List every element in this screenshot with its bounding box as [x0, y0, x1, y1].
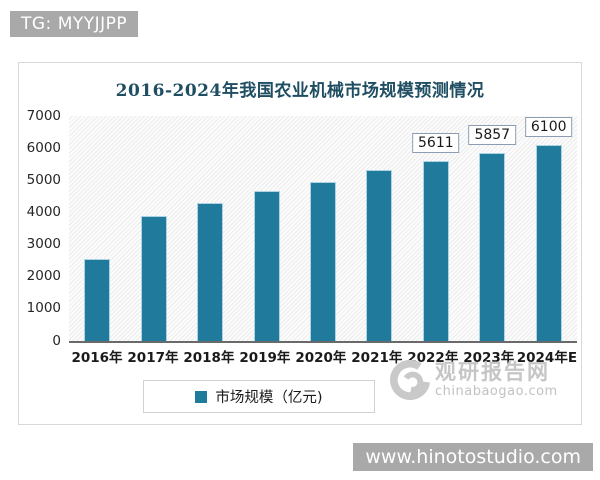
bar-slot-2024年E: 6100: [521, 116, 577, 341]
y-axis-tick: 2000: [26, 267, 61, 284]
x-axis-label: 2019年: [239, 350, 291, 366]
bar-slot-2018年: [182, 116, 238, 341]
legend-label: 市场规模（亿元): [215, 390, 323, 406]
x-axis-label: 2021年: [351, 350, 403, 366]
chart-panel: 2016-2024年我国农业机械市场规模预测情况 0 1000 2000 3000 40…: [18, 62, 582, 425]
y-axis: 0 1000 2000 3000 4000 5000 6000 7000: [19, 109, 69, 347]
bar-value-label: 5611: [412, 132, 460, 153]
y-axis-tick: 0: [52, 332, 61, 349]
website-badge: www.hinotostudio.com: [353, 443, 593, 471]
x-axis-label: 2024年E: [516, 350, 578, 366]
legend: 市场规模（亿元): [143, 380, 375, 413]
swirl-logo-icon: [388, 359, 430, 406]
bar-2024年E: [535, 144, 562, 341]
bar-2018年: [197, 203, 224, 341]
x-axis-label: 2018年: [183, 350, 235, 366]
x-axis-label: 2017年: [127, 350, 179, 366]
bar-slot-2016年: [69, 116, 125, 341]
plot-area: 5611 5857 6100: [69, 116, 577, 343]
watermark-name: 观研报告网: [435, 360, 550, 384]
bar-2017年: [140, 215, 167, 341]
legend-row: 市场规模（亿元): [143, 380, 581, 413]
y-axis-tick: 5000: [26, 171, 61, 188]
watermark-url: chinabaogao.com: [435, 384, 558, 400]
x-axis: 2016年 2017年 2018年 2019年 2020年 2021年 2022年 2023年…: [69, 346, 577, 366]
bar-2019年: [253, 190, 280, 341]
watermark: 观研报告网 chinabaogao.com: [388, 359, 558, 406]
bar-2016年: [84, 259, 111, 341]
bar-slot-2023年: 5857: [464, 116, 520, 341]
bar-slot-2019年: [238, 116, 294, 341]
y-axis-tick: 1000: [26, 300, 61, 317]
bar-2020年: [309, 181, 336, 341]
bar-value-label: 6100: [524, 116, 573, 137]
bar-slot-2017年: [125, 116, 181, 341]
x-axis-label: 2022年: [407, 350, 459, 366]
chart-title: 2016-2024年我国农业机械市场规模预测情况: [115, 81, 485, 101]
x-axis-label: 2020年: [295, 350, 347, 366]
bar-slot-2022年: 5611: [408, 116, 464, 341]
bar-2021年: [366, 170, 393, 341]
bar-slot-2021年: [351, 116, 407, 341]
x-axis-label: 2023年: [463, 350, 515, 366]
legend-marker-icon: [195, 390, 208, 403]
x-axis-label: 2016年: [71, 350, 123, 366]
bar-value-label: 5857: [468, 124, 517, 145]
chart-body: 0 1000 2000 3000 4000 5000 6000 7000 5611 5857 61…: [19, 109, 581, 347]
tg-tag-badge: TG: MYYJJPP: [10, 11, 139, 37]
y-axis-tick: 4000: [26, 203, 61, 220]
y-axis-tick: 7000: [26, 107, 61, 124]
bar-slot-2020年: [295, 116, 351, 341]
bar-2022年: [422, 160, 449, 341]
bar-2023年: [479, 152, 506, 341]
y-axis-tick: 3000: [26, 235, 61, 252]
y-axis-tick: 6000: [26, 139, 61, 156]
